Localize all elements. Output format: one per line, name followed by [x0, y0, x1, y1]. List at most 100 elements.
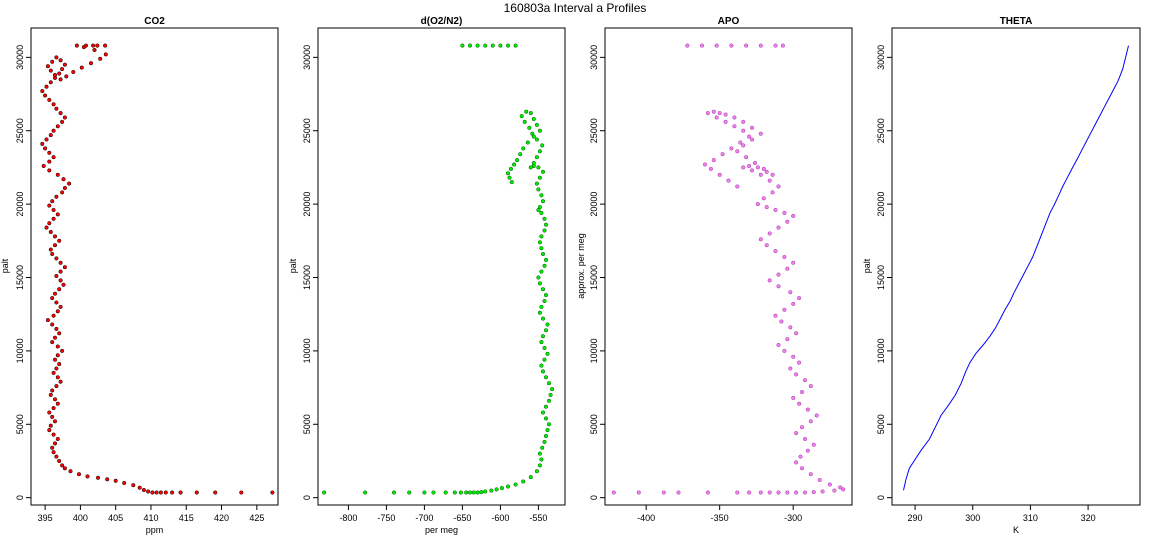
- data-point: [52, 243, 58, 248]
- x-axis-label-co2: ppm: [146, 525, 164, 535]
- data-point: [61, 177, 66, 182]
- data-point: [741, 128, 746, 133]
- y-tick-label: 0: [589, 495, 599, 500]
- data-point: [770, 190, 775, 195]
- data-point: [62, 62, 67, 67]
- data-point: [51, 450, 56, 455]
- data-point: [515, 158, 520, 163]
- data-point: [540, 251, 546, 257]
- data-point: [540, 410, 546, 415]
- data-point: [464, 490, 469, 495]
- data-point: [91, 43, 96, 48]
- data-point: [47, 203, 52, 208]
- data-point: [811, 490, 816, 495]
- data-point: [531, 116, 536, 122]
- data-point: [54, 454, 59, 459]
- data-point: [85, 474, 90, 479]
- data-point: [776, 184, 781, 189]
- data-point: [528, 475, 533, 480]
- data-point: [708, 166, 713, 171]
- data-point: [676, 490, 681, 495]
- data-point: [483, 489, 488, 494]
- x-tick-label: 405: [108, 513, 123, 523]
- data-point: [767, 278, 772, 283]
- data-point: [239, 490, 244, 495]
- data-point: [58, 269, 63, 274]
- data-point: [545, 351, 550, 356]
- data-point: [542, 345, 547, 351]
- data-point: [536, 187, 541, 192]
- data-point: [749, 137, 755, 142]
- data-point: [785, 219, 790, 224]
- y-axis-label-apo: approx. per meg: [576, 233, 586, 299]
- y-tick-label: 30000: [15, 45, 25, 70]
- y-tick-label: 25000: [15, 118, 25, 143]
- data-point: [714, 115, 719, 120]
- panel-apo: APO approx. per meg -400 -350 -300 0 5000 100…: [576, 16, 853, 523]
- data-point: [685, 43, 690, 48]
- data-point: [770, 172, 775, 177]
- data-point: [47, 159, 52, 164]
- data-point: [794, 431, 799, 436]
- data-point: [540, 143, 545, 148]
- data-point: [52, 397, 58, 402]
- data-point: [60, 463, 65, 468]
- data-point: [545, 428, 550, 433]
- data-point: [57, 362, 62, 367]
- data-point: [67, 181, 72, 186]
- data-point: [141, 487, 146, 493]
- data-point: [534, 181, 539, 186]
- data-point: [785, 266, 790, 271]
- data-point: [498, 43, 503, 48]
- data-point: [98, 56, 103, 61]
- data-point: [83, 43, 89, 48]
- data-point: [776, 284, 781, 289]
- data-point: [499, 486, 504, 491]
- x-tick-label: 415: [179, 513, 194, 523]
- data-point: [55, 375, 60, 380]
- y-tick-label: 0: [876, 495, 886, 500]
- data-point: [537, 310, 542, 315]
- data-point: [808, 419, 813, 424]
- data-point: [51, 432, 56, 437]
- data-point: [540, 334, 546, 339]
- data-point: [150, 490, 155, 495]
- data-point: [764, 169, 769, 174]
- data-point: [820, 489, 825, 494]
- data-point: [776, 225, 781, 230]
- data-point: [52, 72, 58, 78]
- data-point: [780, 43, 785, 48]
- data-point: [158, 490, 163, 495]
- data-point: [726, 178, 731, 183]
- data-point: [50, 414, 55, 419]
- data-point: [489, 488, 494, 493]
- x-tick-label: 425: [249, 513, 264, 523]
- data-point: [542, 298, 547, 304]
- data-point: [539, 363, 544, 368]
- data-point: [744, 43, 749, 48]
- data-point: [773, 207, 778, 213]
- data-point: [539, 193, 544, 198]
- data-point: [528, 165, 533, 170]
- data-point: [543, 416, 549, 421]
- plot-frame: [604, 27, 853, 506]
- data-point: [154, 490, 159, 495]
- y-tick-label: 0: [302, 495, 312, 500]
- data-point: [543, 328, 549, 333]
- x-tick-label: 420: [214, 513, 229, 523]
- data-point: [817, 477, 822, 483]
- x-tick-label: 410: [143, 513, 158, 523]
- y-tick-label: 5000: [302, 414, 312, 434]
- data-point: [52, 419, 58, 424]
- data-point: [122, 480, 127, 486]
- data-point: [539, 457, 544, 462]
- panel-title-o2n2: d(O2/N2): [421, 16, 463, 27]
- data-point: [758, 237, 763, 242]
- data-point: [761, 196, 766, 201]
- data-point: [178, 490, 183, 495]
- data-point: [841, 487, 846, 492]
- data-point: [48, 68, 53, 73]
- data-point: [537, 281, 542, 286]
- data-point: [794, 490, 799, 495]
- data-point: [797, 360, 802, 365]
